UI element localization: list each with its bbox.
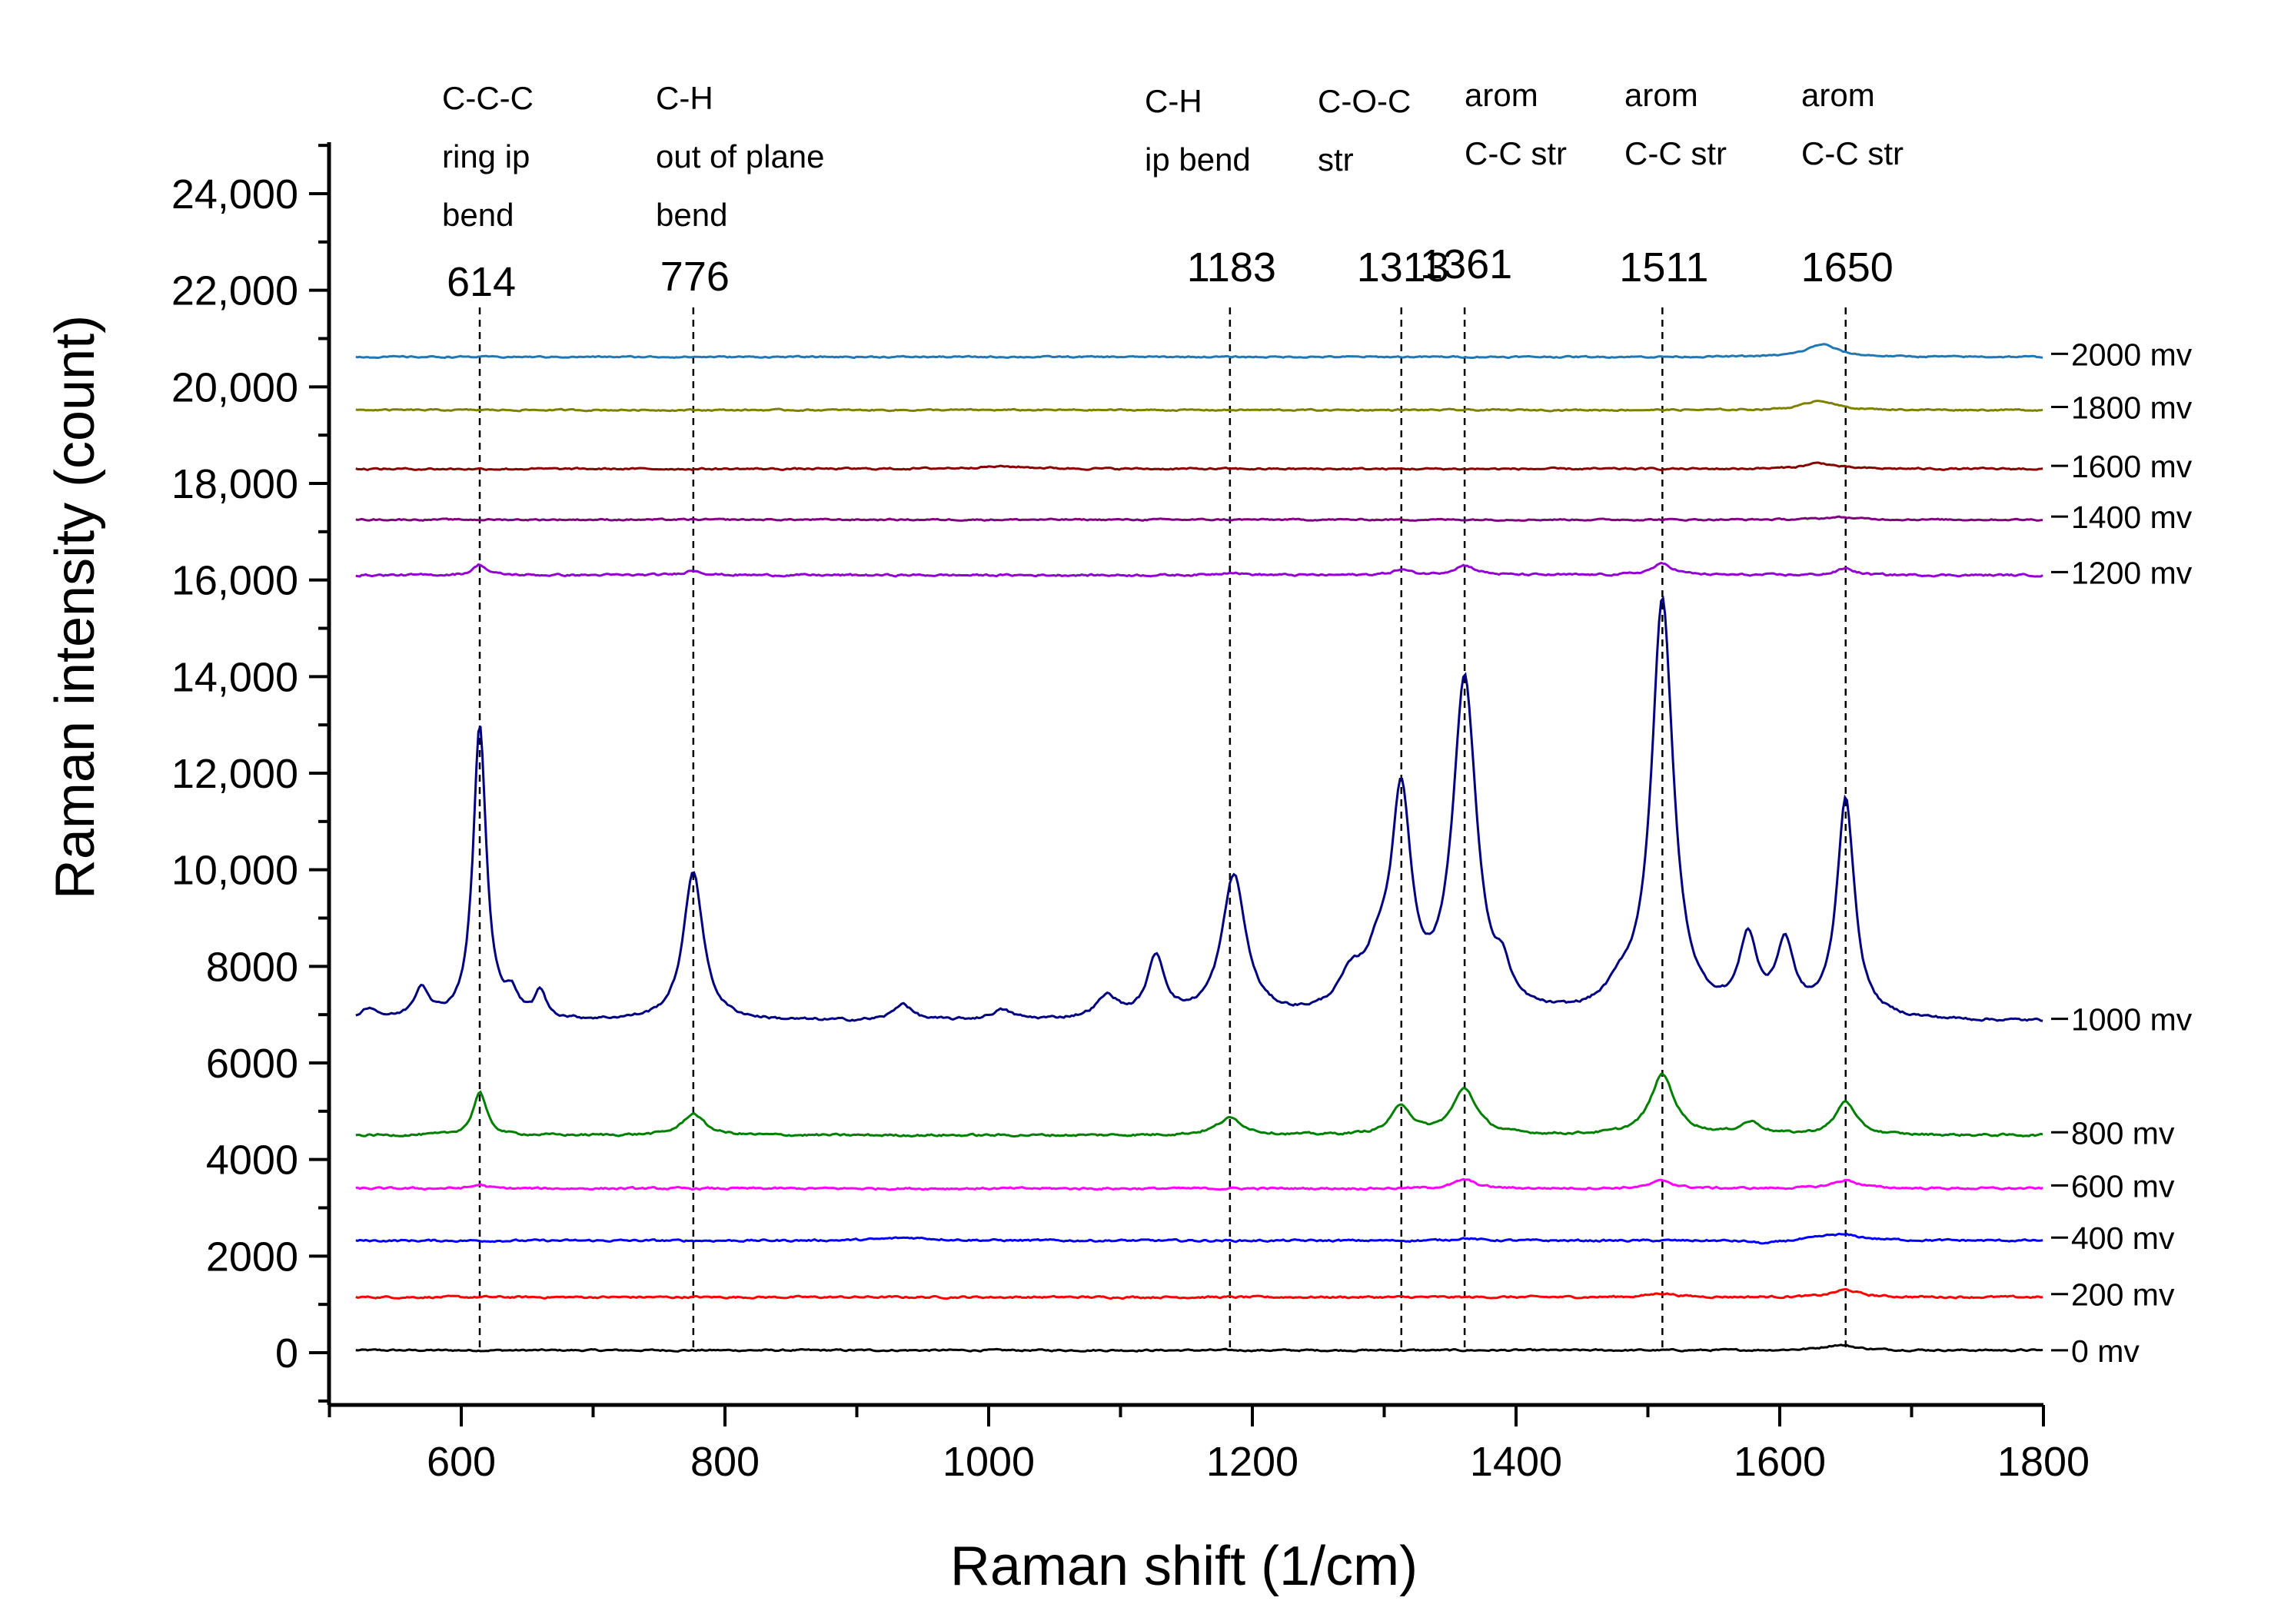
y-tick-label: 6000 <box>206 1041 298 1087</box>
x-axis-title: Raman shift (1/cm) <box>950 1536 1418 1597</box>
x-tick-label: 800 <box>690 1439 760 1485</box>
peak-assignment-label: arom <box>1801 77 1875 113</box>
y-tick-label: 0 <box>275 1330 298 1377</box>
series-line <box>355 1232 2043 1245</box>
series-line <box>355 1177 2043 1191</box>
y-tick-label: 10,000 <box>171 848 298 894</box>
y-tick-label: 8000 <box>206 944 298 990</box>
peak-assignment-label: ring ip <box>442 138 530 174</box>
x-tick-label: 1400 <box>1470 1439 1562 1485</box>
peak-wavenumber-label: 776 <box>660 254 730 300</box>
peak-assignment-label: str <box>1318 141 1354 178</box>
peak-wavenumber-label: 1511 <box>1619 244 1708 291</box>
reference-lines <box>478 307 1847 1353</box>
series-line <box>355 1287 2043 1300</box>
peak-assignment-label: C-C-C <box>442 80 534 116</box>
series-line <box>355 399 2043 413</box>
peak-annotations: 614 C-C-C ring ip bend 776 C-H out of plane ben… <box>442 77 1904 305</box>
series-line <box>355 343 2043 360</box>
y-tick-label: 16,000 <box>171 558 298 604</box>
peak-assignment-label: arom <box>1624 77 1698 113</box>
series-label: 0 mv <box>2071 1333 2140 1369</box>
peak-wavenumber-label: 1313 <box>1357 244 1449 291</box>
series-label: 600 mv <box>2071 1168 2175 1204</box>
peak-wavenumber-label: 1183 <box>1187 244 1276 291</box>
series-line <box>355 515 2043 523</box>
series-group <box>355 343 2043 1353</box>
series-label: 800 mv <box>2071 1115 2175 1151</box>
peak-assignment-label: C-O-C <box>1318 83 1411 119</box>
y-tick-label: 14,000 <box>171 654 298 700</box>
x-tick-label: 1600 <box>1734 1439 1826 1485</box>
series-label: 1200 mv <box>2071 555 2193 590</box>
x-tick-label: 600 <box>427 1439 496 1485</box>
y-tick-label: 20,000 <box>171 364 298 410</box>
series-label: 1800 mv <box>2071 390 2193 425</box>
series-line <box>355 461 2043 472</box>
x-ticks: 600 800 1000 1200 1400 1600 1800 <box>328 1405 2090 1485</box>
x-tick-label: 1800 <box>1997 1439 2090 1485</box>
peak-assignment-label: C-C str <box>1624 135 1727 171</box>
series-label: 1600 mv <box>2071 449 2193 484</box>
series-label: 2000 mv <box>2071 337 2193 372</box>
peak-wavenumber-label: 1650 <box>1801 244 1894 291</box>
peak-wavenumber-label: 614 <box>447 259 516 305</box>
peak-wavenumber-label: 1361 <box>1420 241 1512 287</box>
y-tick-label: 24,000 <box>171 171 298 218</box>
series-label: 1000 mv <box>2071 1002 2193 1038</box>
series-line <box>355 595 2043 1022</box>
y-tick-label: 2000 <box>206 1234 298 1280</box>
y-tick-label: 22,000 <box>171 268 298 314</box>
y-tick-label: 18,000 <box>171 461 298 507</box>
y-tick-label: 12,000 <box>171 751 298 797</box>
x-tick-label: 1000 <box>943 1439 1035 1485</box>
peak-assignment-label: ip bend <box>1145 141 1251 178</box>
series-label: 400 mv <box>2071 1220 2175 1256</box>
y-axis-title: Raman intensity (count) <box>45 315 106 899</box>
peak-assignment-label: out of plane <box>656 138 825 174</box>
peak-assignment-label: C-C str <box>1465 135 1567 171</box>
peak-assignment-label: C-H <box>1145 83 1202 119</box>
peak-assignment-label: C-H <box>656 80 713 116</box>
peak-assignment-label: bend <box>656 197 727 233</box>
peak-assignment-label: C-C str <box>1801 135 1904 171</box>
y-tick-label: 4000 <box>206 1137 298 1184</box>
series-label: 200 mv <box>2071 1277 2175 1313</box>
peak-assignment-label: arom <box>1465 77 1538 113</box>
peak-assignment-label: bend <box>442 197 514 233</box>
x-tick-label: 1200 <box>1206 1439 1298 1485</box>
series-line <box>355 1072 2043 1138</box>
series-line <box>355 1343 2043 1353</box>
y-ticks: 0 2000 4000 6000 8000 10,000 12,000 14,000 16,00… <box>171 144 329 1403</box>
series-line <box>355 561 2043 578</box>
series-label: 1400 mv <box>2071 500 2193 535</box>
chart-axes <box>327 142 2043 1407</box>
series-labels: 0 mv 200 mv 400 mv 600 mv 800 mv 1000 mv 1200 … <box>2051 337 2193 1369</box>
